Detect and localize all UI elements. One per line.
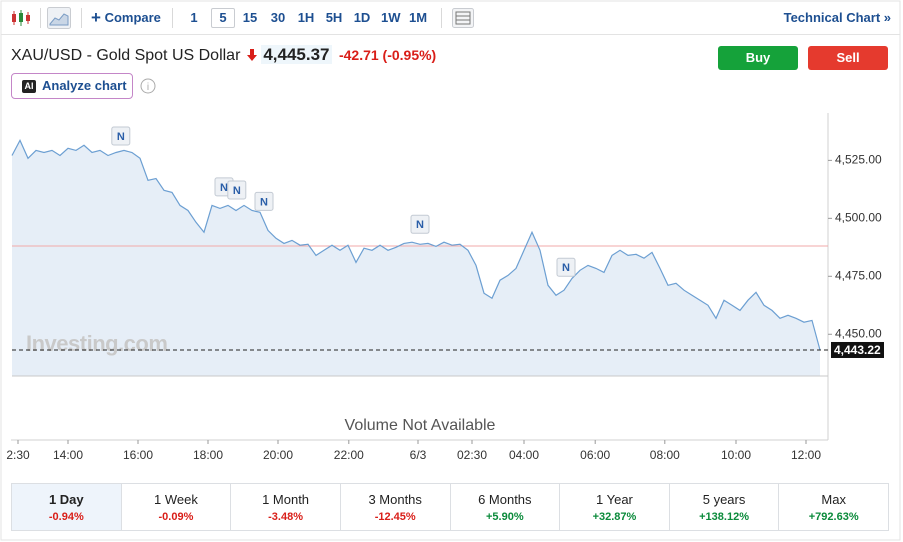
compare-button[interactable]: + Compare [91, 8, 161, 27]
period-change: -3.48% [268, 511, 303, 523]
interval-button[interactable]: 1M [409, 10, 428, 25]
period-change: +32.87% [592, 511, 637, 523]
period-tab[interactable]: 1 Week -0.09% [120, 483, 232, 531]
period-name: Max [821, 492, 846, 507]
volume-note: Volume Not Available [345, 417, 496, 434]
news-marker-label: N [562, 262, 570, 274]
y-tick-label: 4,525.00 [835, 153, 882, 167]
x-tick-label: 2:30 [6, 448, 30, 462]
interval-button[interactable]: 1D [353, 10, 371, 25]
x-tick-label: 16:00 [123, 448, 153, 462]
sell-button[interactable]: Sell [808, 46, 888, 70]
x-tick-label: 02:30 [457, 448, 487, 462]
period-change: +138.12% [699, 511, 749, 523]
watermark: Investing.com [26, 331, 167, 356]
news-marker-box [227, 180, 247, 200]
period-name: 1 Week [154, 492, 198, 507]
news-marker-box [410, 214, 430, 234]
candle-icon[interactable] [10, 9, 32, 27]
analyze-label: Analyze chart [42, 78, 127, 93]
interval-button[interactable]: 1W [381, 10, 401, 25]
technical-chart-link[interactable]: Technical Chart » [783, 10, 891, 25]
period-tab[interactable]: 6 Months +5.90% [449, 483, 561, 531]
compare-label: Compare [104, 10, 161, 25]
x-tick-label: 6/3 [410, 448, 427, 462]
news-marker-label: N [233, 185, 241, 197]
interval-button[interactable]: 15 [242, 10, 258, 25]
period-tab[interactable]: 5 years +138.12% [668, 483, 780, 531]
buy-button[interactable]: Buy [718, 46, 798, 70]
news-marker-label: N [416, 219, 424, 231]
y-tick-label: 4,475.00 [835, 268, 882, 282]
price: 4,445.37 [261, 45, 332, 64]
news-marker[interactable]: N [556, 257, 576, 277]
period-tab[interactable]: 1 Month -3.48% [230, 483, 341, 531]
x-tick-label: 08:00 [650, 448, 680, 462]
news-marker[interactable]: N [227, 180, 247, 200]
interval-button[interactable]: 5 [211, 8, 235, 28]
news-marker[interactable]: N [111, 126, 131, 146]
x-tick-label: 10:00 [721, 448, 751, 462]
period-name: 6 Months [478, 492, 532, 507]
period-change: +792.63% [808, 511, 859, 523]
area [12, 140, 820, 376]
x-tick-label: 20:00 [263, 448, 293, 462]
last-price-label: 4,443.22 [834, 343, 881, 357]
analyze-button[interactable]: AI Analyze chart [11, 73, 133, 99]
period-tab[interactable]: 1 Year +32.87% [559, 483, 670, 531]
price-change: -42.71 (-0.95%) [338, 47, 437, 63]
interval-button[interactable]: 1H [297, 10, 315, 25]
period-change: -0.94% [48, 511, 84, 523]
news-marker-label: N [220, 182, 228, 194]
price-line [11, 139, 821, 351]
period-change: -12.45% [374, 511, 416, 523]
period-change: +5.90% [486, 511, 524, 523]
title-row: XAU/USD - Gold Spot US Dollar 4,445.37 -… [11, 45, 436, 65]
area-icon[interactable] [47, 7, 71, 29]
y-tick-label: 4,450.00 [835, 326, 882, 340]
x-tick-label: 12:00 [791, 448, 821, 462]
x-tick-label: 22:00 [334, 448, 364, 462]
last-price-box [831, 341, 884, 358]
period-name: 5 years [702, 492, 746, 507]
news-marker-box [254, 191, 274, 211]
period-tab[interactable]: Max +792.63% [778, 483, 889, 531]
table-icon[interactable] [452, 8, 474, 28]
news-marker-box [556, 257, 576, 277]
period-tab[interactable]: 1 Day -0.94% [11, 483, 122, 531]
x-tick-label: 18:00 [193, 448, 223, 462]
interval-button[interactable]: 30 [270, 10, 286, 25]
x-tick-label: 06:00 [580, 448, 610, 462]
down-arrow [246, 49, 257, 61]
news-marker[interactable]: N [410, 214, 430, 234]
y-tick-label: 4,500.00 [835, 211, 882, 225]
period-name: 1 Year [596, 492, 633, 507]
x-tick-label: 14:00 [53, 448, 83, 462]
toolbar: + Compare 1 5 15 30 1H 5H 1D 1W 1M Technical Cha… [1, 1, 900, 35]
news-marker-box [111, 126, 131, 146]
news-marker-label: N [117, 131, 125, 143]
info-icon[interactable]: i [140, 78, 156, 94]
period-name: 1 Day [48, 492, 84, 507]
news-marker-label: N [260, 196, 268, 208]
period-name: 3 Months [368, 492, 422, 507]
svg-text:i: i [147, 82, 149, 93]
x-tick-label: 04:00 [509, 448, 539, 462]
interval-button[interactable]: 1 [190, 10, 198, 25]
news-marker[interactable]: N [254, 191, 274, 211]
interval-button[interactable]: 5H [325, 10, 343, 25]
instrument-title: XAU/USD - Gold Spot US Dollar [11, 47, 241, 64]
period-name: 1 Month [262, 492, 310, 507]
period-tab[interactable]: 3 Months -12.45% [339, 483, 451, 531]
period-change: -0.09% [158, 511, 194, 523]
